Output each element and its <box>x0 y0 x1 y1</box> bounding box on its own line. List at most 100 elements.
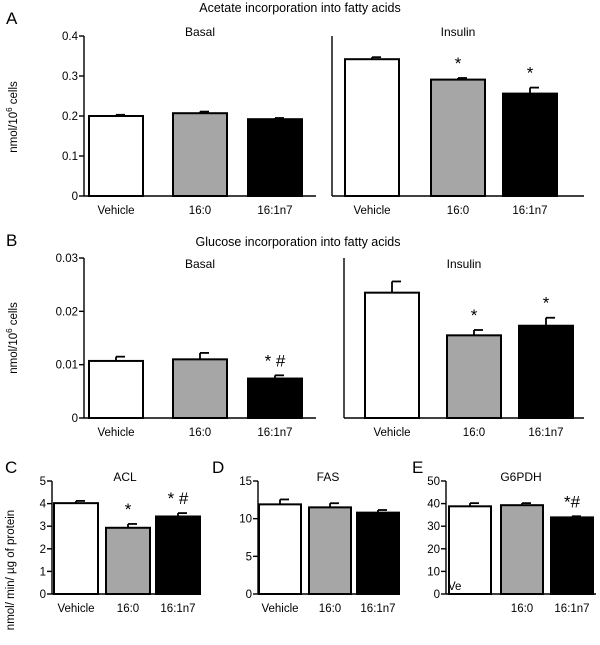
panel-c-acl: 0 1 2 3 4 5 ACL Vehicle * 16:0 * # 16:1n7 <box>40 470 201 615</box>
ylabel-superscript-b: 6 <box>5 328 14 333</box>
bar-a-basal <box>247 118 303 197</box>
panel-e-g6pdh: 0 10 20 30 40 50 G6PDH Ve 16:0 *# 16:1n7 <box>427 470 596 615</box>
category-label-e-g6pdh: 16:1n7 <box>554 603 589 615</box>
panel-b-ylabel: nmol/106 cells <box>5 302 20 374</box>
bar-b-insulin <box>446 334 502 420</box>
category-label-a-insulin: 16:1n7 <box>512 205 547 217</box>
y-tick-label-b-basal: 0 <box>72 413 78 425</box>
category-label-b-insulin: 16:0 <box>463 427 485 439</box>
bar-e-g6pdh <box>448 505 492 596</box>
bar-d-fas <box>308 506 352 595</box>
y-tick-label-d-fas: 10 <box>239 514 252 526</box>
category-label-c-acl: 16:0 <box>117 603 139 615</box>
y-tick-label-c-acl: 0 <box>40 589 46 601</box>
y-tick-label-a-basal: 0 <box>72 191 78 203</box>
bar-a-insulin <box>344 58 400 198</box>
category-label-d-fas: Vehicle <box>261 603 298 615</box>
significance-label-b-insulin: * <box>543 294 550 313</box>
category-label-e-g6pdh: Ve <box>448 581 461 593</box>
y-tick-label-c-acl: 1 <box>40 566 46 578</box>
y-tick-label-c-acl: 2 <box>40 544 46 556</box>
significance-label-b-basal: * # <box>265 351 286 370</box>
panel-a-basal: 0 0.1 0.2 0.3 0.4 Basal Vehicle 16:0 16:1n7 <box>62 25 316 217</box>
panel-b-title: Glucose incorporation into fatty acids <box>196 235 401 249</box>
panel-c-ylabel: nmol/ min/ µg of protein <box>5 510 17 630</box>
panel-a-insulin: Insulin Vehicle * 16:0 * 16:1n7 <box>331 25 584 217</box>
panel-b-insulin: Insulin Vehicle * 16:0 * 16:1n7 <box>343 257 584 439</box>
category-label-a-insulin: 16:0 <box>447 205 469 217</box>
y-tick-label-e-g6pdh: 0 <box>434 589 440 601</box>
subtitle-e-g6pdh: G6PDH <box>500 470 541 484</box>
bar-d-fas <box>258 503 302 595</box>
category-label-d-fas: 16:1n7 <box>360 603 395 615</box>
significance-label-c-acl: * # <box>168 489 189 508</box>
panel-letter-e: E <box>412 458 423 477</box>
bar-a-insulin <box>430 78 486 197</box>
bar-a-basal <box>88 115 144 197</box>
category-label-b-basal: 16:1n7 <box>257 427 292 439</box>
category-label-c-acl: Vehicle <box>57 603 94 615</box>
y-tick-label-e-g6pdh: 40 <box>427 499 440 511</box>
y-tick-label-c-acl: 4 <box>40 499 47 511</box>
y-tick-label-c-acl: 5 <box>40 476 46 488</box>
panel-a-title: Acetate incorporation into fatty acids <box>199 1 401 15</box>
category-label-c-acl: 16:1n7 <box>160 603 195 615</box>
y-tick-label-a-basal: 0.4 <box>62 31 79 43</box>
category-label-b-insulin: 16:1n7 <box>528 427 563 439</box>
subtitle-a-insulin: Insulin <box>441 25 476 39</box>
bar-e-g6pdh <box>500 504 544 596</box>
bar-c-acl <box>105 526 151 595</box>
y-tick-label-a-basal: 0.3 <box>62 71 78 83</box>
ylabel-rest-b: cells <box>8 302 20 328</box>
panel-letter-b: B <box>6 231 17 250</box>
significance-label-a-insulin: * <box>527 64 534 83</box>
category-label-b-basal: 16:0 <box>189 427 211 439</box>
y-tick-label-c-acl: 3 <box>40 521 46 533</box>
category-label-d-fas: 16:0 <box>319 603 341 615</box>
y-tick-label-d-fas: 0 <box>246 589 252 601</box>
ylabel-superscript-a: 6 <box>5 107 14 112</box>
significance-label-e-g6pdh: *# <box>564 492 581 511</box>
category-label-a-basal: Vehicle <box>97 205 134 217</box>
bar-d-fas <box>356 511 400 596</box>
bar-c-acl <box>155 515 201 595</box>
subtitle-a-basal: Basal <box>185 25 215 39</box>
subtitle-c-acl: ACL <box>113 470 137 484</box>
subtitle-b-basal: Basal <box>185 257 215 271</box>
bar-c-acl <box>53 502 99 596</box>
panel-d-fas: 0 5 10 15 FAS Vehicle 16:0 16:1n7 <box>239 470 400 615</box>
category-label-b-insulin: Vehicle <box>373 427 410 439</box>
category-label-a-basal: 16:1n7 <box>257 205 292 217</box>
y-tick-label-b-basal: 0.01 <box>56 360 78 372</box>
bar-b-insulin <box>518 324 574 420</box>
y-tick-label-a-basal: 0.1 <box>62 151 78 163</box>
category-label-a-basal: 16:0 <box>189 205 211 217</box>
bar-b-basal <box>247 377 303 419</box>
significance-label-b-insulin: * <box>471 306 478 325</box>
bar-b-basal <box>172 358 228 420</box>
significance-label-c-acl: * <box>125 500 132 519</box>
ylabel-rest-a: cells <box>8 81 20 107</box>
y-tick-label-d-fas: 5 <box>246 551 252 563</box>
panel-letter-c: C <box>5 458 17 477</box>
panel-letter-a: A <box>6 9 18 28</box>
panel-a-ylabel: nmol/106 cells <box>5 81 20 153</box>
subtitle-b-insulin: Insulin <box>447 257 482 271</box>
y-tick-label-e-g6pdh: 20 <box>427 544 440 556</box>
significance-label-a-insulin: * <box>455 54 462 73</box>
category-label-b-basal: Vehicle <box>97 427 134 439</box>
bar-b-basal <box>88 359 144 419</box>
bar-b-insulin <box>364 291 420 419</box>
bar-a-basal <box>172 112 228 197</box>
subtitle-d-fas: FAS <box>317 470 340 484</box>
bar-e-g6pdh <box>550 516 594 595</box>
panel-letter-d: D <box>212 458 224 477</box>
y-tick-label-b-basal: 0.02 <box>56 306 78 318</box>
y-tick-label-a-basal: 0.2 <box>62 111 78 123</box>
bar-a-insulin <box>502 92 558 197</box>
y-tick-label-e-g6pdh: 50 <box>427 476 440 488</box>
category-label-a-insulin: Vehicle <box>353 205 390 217</box>
y-tick-label-e-g6pdh: 30 <box>427 521 440 533</box>
